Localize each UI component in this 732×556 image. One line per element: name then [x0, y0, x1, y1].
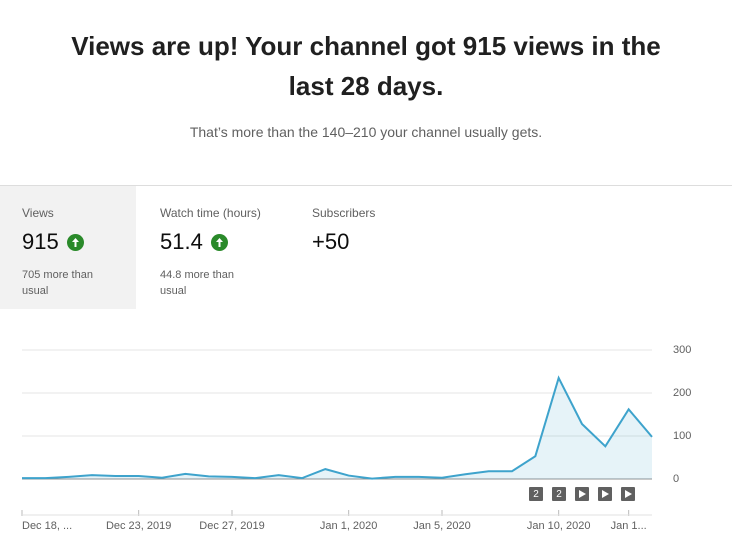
- y-tick-label: 200: [673, 387, 691, 399]
- divider: [0, 185, 732, 186]
- y-tick-label: 300: [673, 344, 691, 356]
- marker-play: [579, 490, 586, 498]
- metric-tab[interactable]: Subscribers +50: [290, 186, 440, 309]
- up-icon: [210, 233, 228, 251]
- metric-value-row: 915: [22, 229, 136, 255]
- metric-label: Subscribers: [312, 206, 376, 220]
- metric-label: Watch time (hours): [160, 206, 261, 220]
- metric-value: 51.4: [160, 229, 203, 254]
- x-tick-label: Jan 1...: [611, 520, 647, 532]
- metric-label: Views: [22, 206, 54, 220]
- x-tick-label: Jan 10, 2020: [527, 520, 591, 532]
- metric-value: +50: [312, 229, 350, 254]
- metric-note: 705 more than usual: [22, 269, 93, 297]
- marker-label: 2: [556, 489, 562, 500]
- line: [22, 375, 653, 480]
- y-tick-label: 0: [673, 473, 679, 485]
- x-tick-label: Dec 23, 2019: [106, 520, 171, 532]
- marker-label: 2: [533, 489, 539, 500]
- subheadline: That’s more than the 140–210 your channe…: [189, 124, 543, 140]
- marker-box: [529, 487, 543, 501]
- x-tick-label: Dec 27, 2019: [199, 520, 264, 532]
- x-tick-label: Jan 1, 2020: [320, 520, 378, 532]
- metric-value-row: 51.4: [160, 229, 288, 255]
- x-tick-label: Dec 18, ...: [22, 520, 72, 532]
- metric-value: 915: [22, 229, 59, 254]
- headline: Views are up! Your channel got 915 views…: [71, 31, 661, 101]
- y-tick-label: 100: [673, 430, 691, 442]
- metric-tab[interactable]: Watch time (hours) 51.4 44.8 more than usu…: [138, 186, 288, 309]
- up-icon: [66, 233, 84, 251]
- marker-box: [552, 487, 566, 501]
- marker-play: [625, 490, 632, 498]
- marker-play: [602, 490, 609, 498]
- metric-note: 44.8 more than usual: [160, 269, 234, 297]
- metric-tab[interactable]: Views 915 705 more than usual: [0, 186, 136, 309]
- x-tick-label: Jan 5, 2020: [413, 520, 471, 532]
- area-fill: [22, 377, 652, 479]
- metric-value-row: +50: [312, 229, 440, 255]
